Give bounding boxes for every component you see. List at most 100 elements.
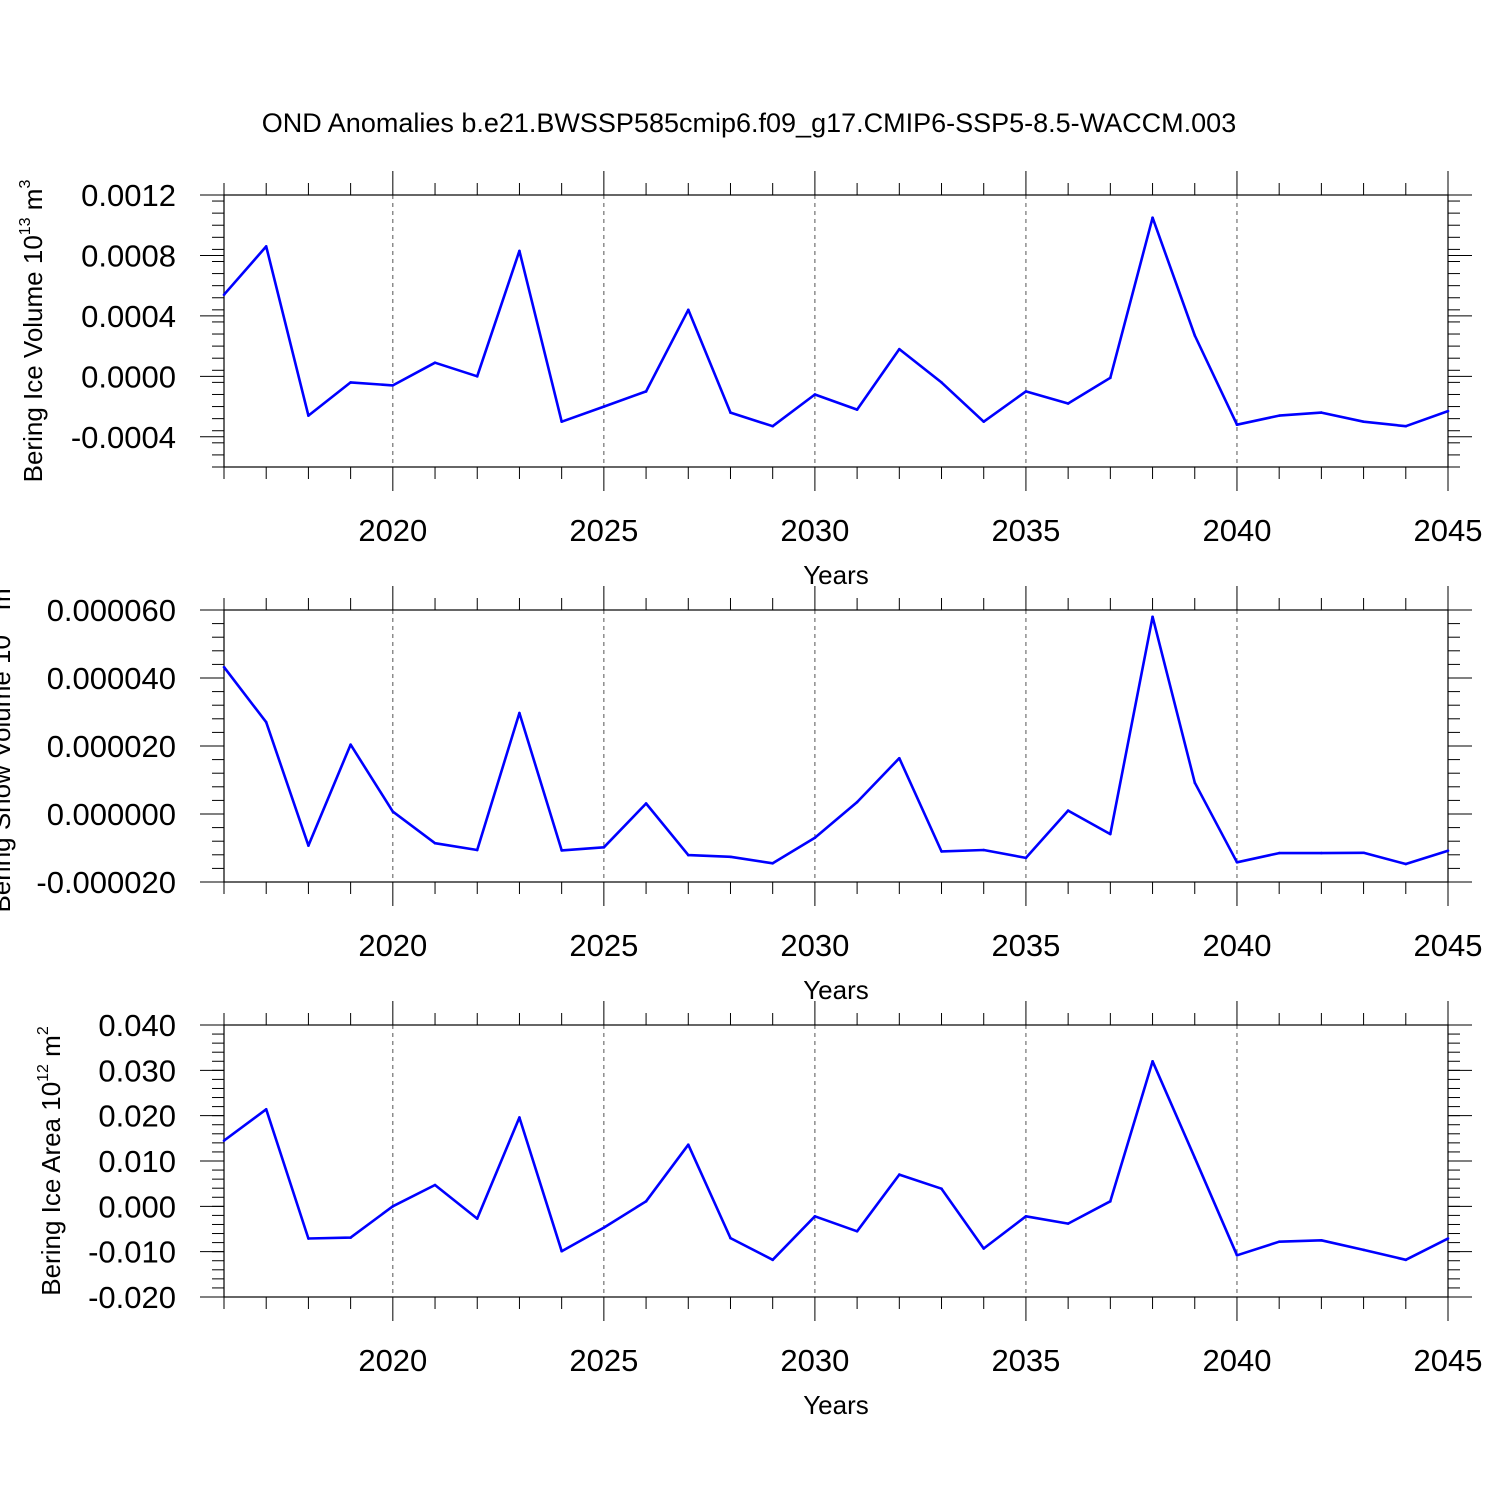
data-point — [686, 1143, 690, 1146]
data-point — [391, 810, 395, 813]
data-point — [222, 665, 226, 669]
data-point — [560, 1249, 563, 1253]
data-point — [349, 743, 352, 746]
x-tick-label: 2035 — [991, 513, 1060, 548]
data-point — [391, 1205, 395, 1208]
x-tick-label: 2025 — [569, 1343, 638, 1378]
y-tick-label: 0.0012 — [81, 178, 176, 213]
y-tick-label: 0.000040 — [47, 661, 176, 696]
data-point — [1404, 862, 1408, 866]
y-tick-label: -0.000020 — [36, 865, 176, 900]
data-point — [1235, 860, 1239, 864]
data-point — [518, 249, 521, 253]
plot-frame — [223, 609, 1449, 883]
data-point — [771, 862, 774, 865]
data-point — [1151, 615, 1154, 619]
x-tick-label: 2040 — [1202, 513, 1271, 548]
y-tick-label: 0.040 — [98, 1008, 176, 1043]
data-point — [1109, 832, 1112, 836]
data-point — [813, 1215, 817, 1218]
data-point — [686, 853, 690, 857]
y-tick-label: 0.000060 — [47, 593, 176, 628]
data-point — [264, 720, 268, 724]
data-point — [982, 1247, 986, 1250]
panels: 2020 2025 2030 2035 2040 2045 Years 0.0012 0.000… — [0, 171, 1482, 1420]
data-point — [1320, 411, 1323, 414]
data-point — [1066, 402, 1070, 405]
plot-frame — [223, 194, 1449, 468]
data-point — [433, 361, 437, 365]
data-point — [898, 756, 901, 760]
y-axis-title: Bering Snow Volume 1013 m3 — [0, 579, 16, 912]
data-point — [349, 1236, 352, 1239]
data-point — [813, 836, 817, 840]
x-tick-label: 2030 — [780, 1343, 849, 1378]
data-point — [1193, 334, 1197, 337]
data-point — [729, 1236, 732, 1240]
y-tick-label: 0.030 — [98, 1053, 176, 1088]
data-point — [518, 711, 521, 715]
data-point — [1404, 424, 1408, 428]
data-point — [898, 347, 901, 351]
data-point — [940, 850, 943, 853]
data-point — [1024, 390, 1028, 393]
data-point — [1362, 851, 1365, 855]
x-tick-label: 2045 — [1414, 1343, 1483, 1378]
data-point — [602, 846, 606, 849]
y-tick-label: 0.0004 — [81, 299, 176, 334]
x-tick-label: 2030 — [780, 513, 849, 548]
x-tick-label: 2045 — [1414, 928, 1483, 963]
x-tick-label: 2020 — [358, 513, 427, 548]
x-tick-label: 2040 — [1202, 928, 1271, 963]
y-tick-label: 0.010 — [98, 1144, 176, 1179]
y-axis-title: Bering Ice Volume 1013 m3 — [17, 180, 48, 483]
data-point — [475, 1217, 479, 1220]
data-point — [1193, 1156, 1197, 1160]
data-point — [644, 802, 648, 805]
y-tick-label: -0.010 — [88, 1235, 176, 1270]
data-point — [982, 848, 986, 852]
data-point — [1151, 1059, 1154, 1063]
panel-3: 2020 2025 2030 2035 2040 2045 Years 0.040 0.030 0… — [35, 1001, 1482, 1420]
y-tick-label: -0.020 — [88, 1280, 176, 1315]
data-point — [644, 1200, 648, 1203]
y-tick-label: 0.000 — [98, 1189, 176, 1224]
data-point — [940, 381, 943, 384]
data-point — [518, 1116, 521, 1119]
data-point — [940, 1187, 943, 1190]
y-tick-label: -0.0004 — [71, 420, 176, 455]
series-line — [224, 1060, 1448, 1262]
data-point — [307, 1237, 310, 1240]
chart-title: OND Anomalies b.e21.BWSSP585cmip6.f09_g1… — [262, 108, 1236, 138]
data-point — [1024, 856, 1028, 860]
data-point — [1235, 423, 1239, 426]
data-point — [1024, 1215, 1028, 1218]
series-line — [224, 216, 1448, 428]
data-point — [264, 245, 268, 248]
x-tick-label: 2035 — [991, 1343, 1060, 1378]
data-point — [1109, 376, 1112, 380]
x-tick-label: 2040 — [1202, 1343, 1271, 1378]
x-tick-label: 2030 — [780, 928, 849, 963]
data-point — [1320, 851, 1323, 855]
data-point — [349, 381, 352, 384]
data-point — [222, 293, 226, 297]
data-point — [391, 384, 395, 387]
data-point — [813, 393, 817, 396]
y-axis-title: Bering Ice Area 1012 m2 — [35, 1026, 66, 1296]
data-point — [602, 405, 606, 408]
data-point — [1320, 1239, 1323, 1242]
data-point — [855, 1229, 859, 1233]
data-point — [1277, 851, 1281, 855]
x-tick-label: 2035 — [991, 928, 1060, 963]
data-point — [307, 844, 310, 847]
data-point — [433, 1183, 437, 1187]
data-point — [1446, 1237, 1450, 1240]
data-point — [1404, 1258, 1408, 1262]
y-tick-label: 0.000020 — [47, 729, 176, 764]
data-point — [560, 420, 563, 423]
data-point — [1277, 414, 1281, 417]
data-point — [475, 848, 479, 852]
data-point — [644, 390, 648, 393]
x-axis-title: Years — [803, 1390, 869, 1420]
